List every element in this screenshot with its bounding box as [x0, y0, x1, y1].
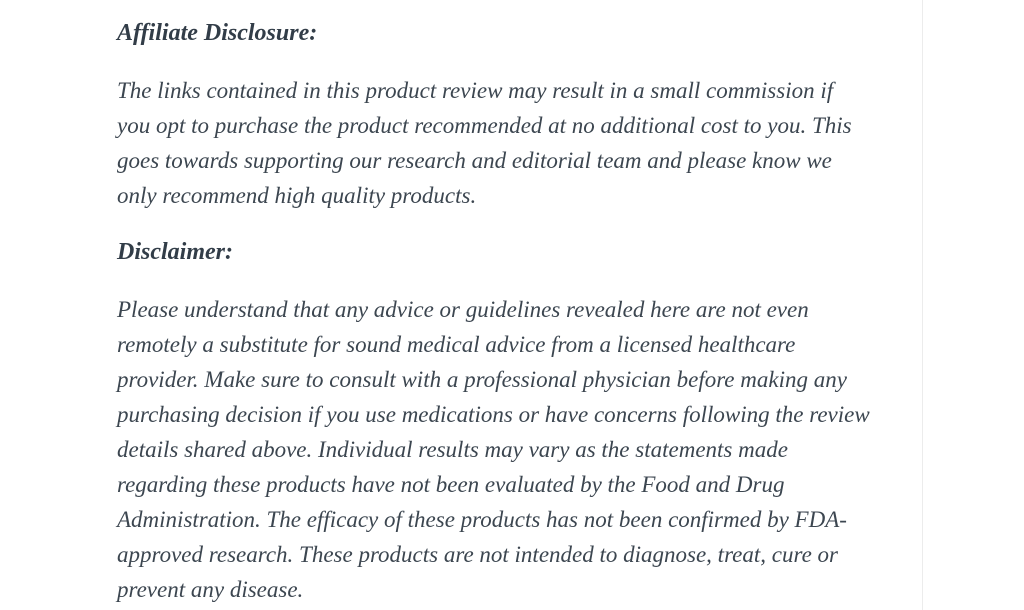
paragraph-line: Please understand that any advice or gui…	[117, 297, 809, 322]
paragraph-line: provider. Make sure to consult with a pr…	[117, 367, 847, 392]
paragraph-line: The links contained in this product revi…	[117, 78, 834, 103]
paragraph-line: remotely a substitute for sound medical …	[117, 332, 796, 357]
paragraph-line: only recommend high quality products.	[117, 183, 477, 208]
paragraph-line: Administration. The efficacy of these pr…	[117, 507, 847, 532]
paragraph-line: goes towards supporting our research and…	[117, 148, 832, 173]
affiliate-disclosure-paragraph: The links contained in this product revi…	[117, 73, 922, 213]
content-column: Affiliate Disclosure: The links containe…	[117, 0, 923, 610]
disclosure-document: Affiliate Disclosure: The links containe…	[117, 20, 922, 607]
paragraph-line: regarding these products have not been e…	[117, 472, 785, 497]
paragraph-line: approved research. These products are no…	[117, 542, 838, 567]
paragraph-line: prevent any disease.	[117, 577, 304, 602]
paragraph-line: you opt to purchase the product recommen…	[117, 113, 852, 138]
paragraph-line: purchasing decision if you use medicatio…	[117, 402, 870, 427]
disclaimer-heading: Disclaimer:	[117, 239, 233, 265]
paragraph-line: details shared above. Individual results…	[117, 437, 788, 462]
disclaimer-paragraph: Please understand that any advice or gui…	[117, 292, 922, 607]
affiliate-disclosure-heading: Affiliate Disclosure:	[117, 20, 318, 46]
